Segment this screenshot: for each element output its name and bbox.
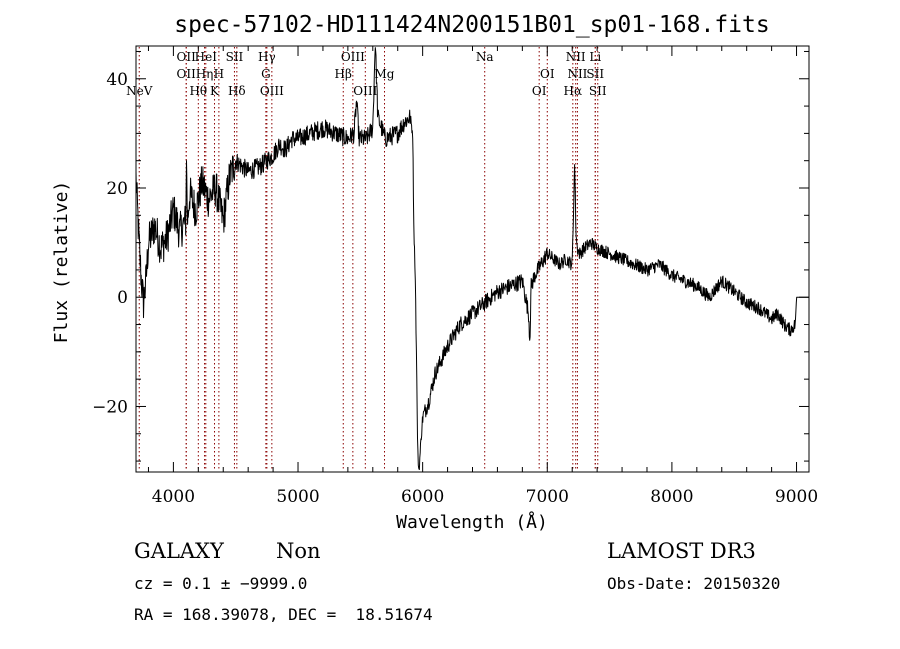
spectral-line-label: H [214,67,224,81]
observation-date: Obs-Date: 20150320 [607,574,780,593]
y-tick-label: 40 [106,70,128,90]
spectral-line-label: NII [566,50,586,64]
spectral-line-label: G [261,67,271,81]
object-class: GALAXY [134,539,225,563]
x-tick-label: 4000 [152,487,195,507]
axis-ticks [136,46,809,472]
x-tick-label: 8000 [650,487,693,507]
y-tick-label: −20 [92,397,128,417]
y-axis-label: Flux (relative) [51,181,72,344]
spectrum-line [135,47,809,470]
spectral-line-label: Hα [564,84,583,98]
ra-dec-line: RA = 168.39078, DEC = 18.51674 [134,605,433,624]
x-tick-label: 9000 [775,487,818,507]
x-tick-label: 6000 [401,487,444,507]
object-subclass: Non [276,539,321,563]
spectral-line-label: OII [177,50,197,64]
chart-title: spec-57102-HD111424N200151B01_sp01-168.f… [174,12,769,38]
spectral-line-label: Hδ [228,84,246,98]
spectral-line-label: SII [226,50,244,64]
spectral-line-label: OIII [260,84,284,98]
spectral-line-label: K [210,84,220,98]
y-tick-label: 0 [117,288,128,308]
spectral-line-label: Hθ [189,84,207,98]
spectral-line-label: OIII [353,84,377,98]
axis-tick-labels: 4000 5000 6000 7000 8000 9000 −20 0 20 40 [92,70,818,507]
spectral-line-label: Hβ [335,67,352,81]
spectral-line-markers [138,47,599,471]
x-axis-label: Wavelength (Å) [396,511,548,533]
spectral-line-label: SII [586,67,604,81]
spectral-line-label: HeI [195,50,218,64]
spectral-line-label: NeV [126,84,153,98]
spectral-line-label: OI [532,84,547,98]
spectral-line-label: Li [589,50,601,64]
spectral-line-label: Mg [375,67,395,81]
spectral-line-label: OIII [341,50,365,64]
spectral-line-label: Hη [196,67,214,81]
spectral-line-label: OII [177,67,197,81]
spectral-line-labels: NeVOIIOIIHθHeIHηKHSIIHδHγGOIIIOIIIHβOIII… [126,50,607,98]
redshift-line: cz = 0.1 ± −9999.0 [134,574,307,593]
spectral-line-label: Hγ [258,50,276,64]
survey-name: LAMOST DR3 [607,539,756,563]
spectral-line-label: SII [589,84,607,98]
spectral-line-label: OI [540,67,555,81]
x-tick-label: 7000 [526,487,569,507]
y-tick-label: 20 [106,179,128,199]
spectral-line-label: NII [567,67,587,81]
spectral-line-label: Na [476,50,494,64]
x-tick-label: 5000 [276,487,319,507]
